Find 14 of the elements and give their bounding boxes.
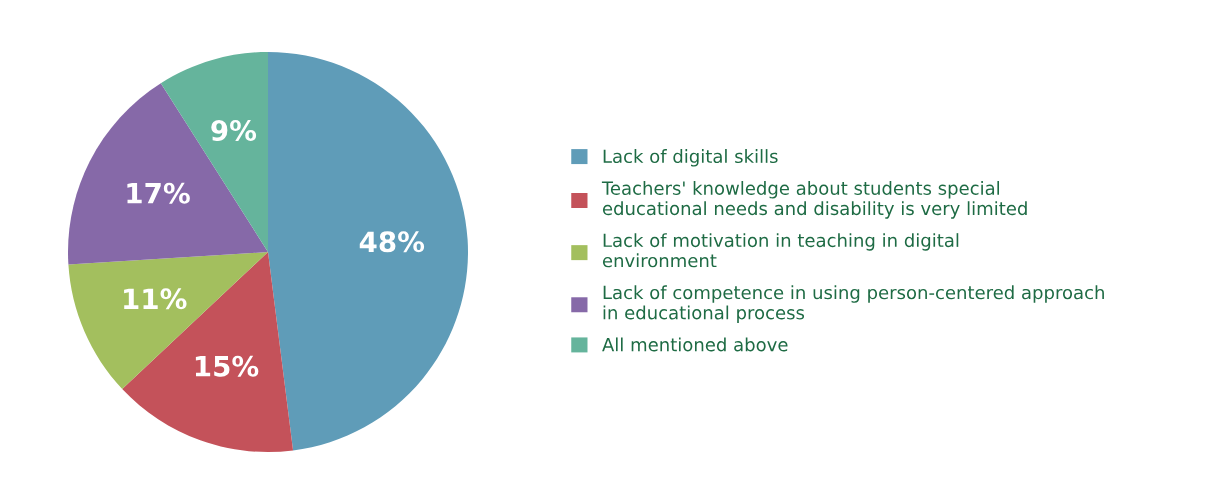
pie-slice bbox=[68, 252, 268, 389]
legend-label: Lack of digital skills bbox=[603, 149, 778, 167]
legend-label: Lack of motivation in teaching in digital environment bbox=[602, 233, 959, 268]
data-label: 11% bbox=[124, 288, 187, 310]
legend-label: All mentioned above bbox=[602, 337, 788, 352]
pie-slice bbox=[268, 52, 468, 451]
pie-slice bbox=[68, 83, 268, 265]
pie-slice bbox=[122, 252, 294, 452]
legend-label: Lack of competence in using person-centered approach in educational process bbox=[603, 285, 1104, 323]
data-label: 9% bbox=[211, 119, 257, 141]
data-label: 15% bbox=[195, 355, 259, 377]
data-label: 48% bbox=[359, 231, 425, 253]
legend-label: Teachers' knowledge about students special educational needs and disability is very limited bbox=[601, 181, 1027, 219]
data-label: 17% bbox=[127, 182, 190, 204]
